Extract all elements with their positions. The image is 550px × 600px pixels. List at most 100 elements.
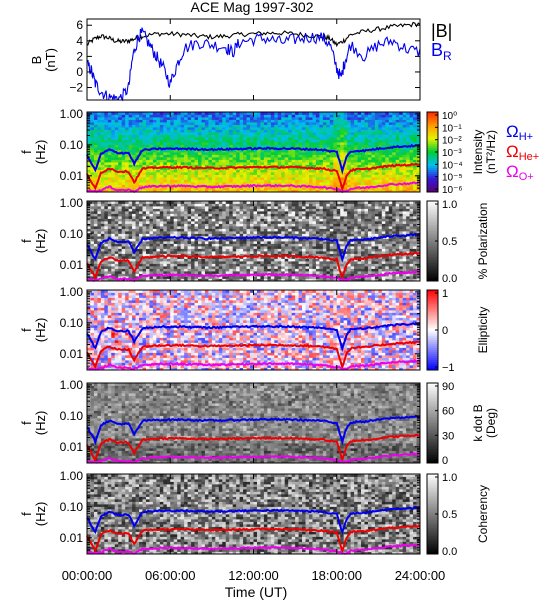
heatmap-cell — [156, 258, 161, 262]
heatmap-cell — [413, 142, 417, 145]
heatmap-cell — [239, 243, 244, 247]
heatmap-cell — [166, 179, 171, 183]
heatmap-cell — [295, 139, 299, 143]
heatmap-cell — [243, 144, 247, 148]
heatmap-cell — [374, 157, 379, 160]
heatmap-cell — [90, 134, 95, 138]
heatmap-cell — [163, 137, 168, 140]
heatmap-cell — [177, 122, 182, 125]
heatmap-cell — [329, 182, 334, 185]
heatmap-cell — [309, 149, 313, 153]
heatmap-cell — [371, 157, 376, 160]
heatmap-cell — [152, 119, 157, 123]
heatmap-cell — [163, 144, 168, 148]
heatmap-cell — [152, 139, 157, 143]
heatmap-cell — [173, 157, 178, 160]
heatmap-cell — [93, 144, 98, 148]
heatmap-cell — [319, 169, 324, 173]
heatmap-cell — [187, 243, 192, 247]
heatmap-cell — [371, 159, 376, 163]
heatmap-cell — [381, 142, 386, 145]
heatmap-cell — [413, 189, 417, 193]
heatmap-cell — [204, 223, 209, 227]
heatmap-cell — [260, 263, 265, 267]
heatmap-cell — [118, 238, 123, 242]
heatmap-cell — [395, 174, 400, 178]
heatmap-cell — [201, 182, 206, 185]
heatmap-cell — [385, 137, 390, 140]
heatmap-cell — [139, 256, 143, 259]
heatmap-cell — [149, 266, 154, 269]
heatmap-cell — [159, 208, 164, 212]
colorbar-segment — [427, 164, 438, 167]
heatmap-cell — [347, 134, 352, 138]
heatmap-cell — [118, 179, 123, 183]
heatmap-cell — [87, 261, 91, 264]
heatmap-cell — [180, 154, 185, 158]
heatmap-cell — [225, 218, 230, 222]
heatmap-cell — [413, 149, 417, 153]
heatmap-cell — [378, 124, 383, 128]
heatmap-cell — [100, 251, 105, 254]
heatmap-cell — [260, 132, 265, 135]
heatmap-cell — [100, 253, 105, 257]
heatmap-cell — [302, 127, 306, 130]
heatmap-cell — [350, 144, 355, 148]
heatmap-cell — [135, 241, 140, 244]
heatmap-cell — [194, 154, 199, 158]
heatmap-cell — [173, 238, 178, 242]
heatmap-cell — [152, 228, 157, 232]
heatmap-cell — [218, 201, 223, 204]
heatmap-cell — [319, 127, 324, 130]
colorbar-tick-label: 10⁻⁵ — [442, 173, 463, 184]
heatmap-cell — [180, 253, 185, 257]
heatmap-cell — [364, 117, 369, 120]
heatmap-cell — [263, 278, 268, 282]
heatmap-cell — [253, 266, 258, 269]
heatmap-cell — [225, 137, 230, 140]
heatmap-cell — [107, 174, 112, 178]
heatmap-cell — [406, 119, 410, 123]
heatmap-cell — [333, 182, 338, 185]
heatmap-cell — [211, 278, 216, 282]
heatmap-cell — [236, 213, 241, 217]
heatmap-cell — [125, 132, 130, 135]
heatmap-cell — [170, 127, 175, 130]
heatmap-cell — [243, 177, 247, 180]
heatmap-cell — [253, 179, 258, 183]
heatmap-cell — [288, 144, 293, 148]
heatmap-cell — [184, 278, 188, 282]
heatmap-cell — [204, 179, 209, 183]
heatmap-cell — [104, 164, 109, 168]
heatmap-cell — [378, 174, 383, 178]
heatmap-cell — [97, 119, 102, 123]
heatmap-cell — [201, 203, 206, 207]
heatmap-cell — [399, 154, 404, 158]
heatmap-cell — [270, 122, 275, 125]
heatmap-cell — [180, 119, 185, 123]
heatmap-cell — [295, 122, 299, 125]
heatmap-cell — [132, 276, 136, 279]
heatmap-cell — [270, 268, 275, 272]
heatmap-cell — [312, 119, 317, 123]
heatmap-cell — [201, 241, 206, 244]
heatmap-cell — [97, 216, 102, 219]
heatmap-cell — [222, 172, 227, 175]
heatmap-cell — [236, 243, 241, 247]
heatmap-cell — [267, 169, 272, 173]
heatmap-cell — [191, 164, 195, 168]
heatmap-cell — [184, 243, 188, 247]
heatmap-cell — [93, 231, 98, 234]
heatmap-cell — [211, 268, 216, 272]
heatmap-cell — [90, 231, 95, 234]
heatmap-cell — [187, 129, 192, 133]
heatmap-cell — [319, 147, 324, 150]
heatmap-cell — [139, 164, 143, 168]
heatmap-cell — [201, 223, 206, 227]
heatmap-cell — [263, 261, 268, 264]
heatmap-cell — [194, 228, 199, 232]
heatmap-cell — [100, 189, 105, 193]
heatmap-cell — [173, 233, 178, 237]
heatmap-cell — [173, 152, 178, 155]
